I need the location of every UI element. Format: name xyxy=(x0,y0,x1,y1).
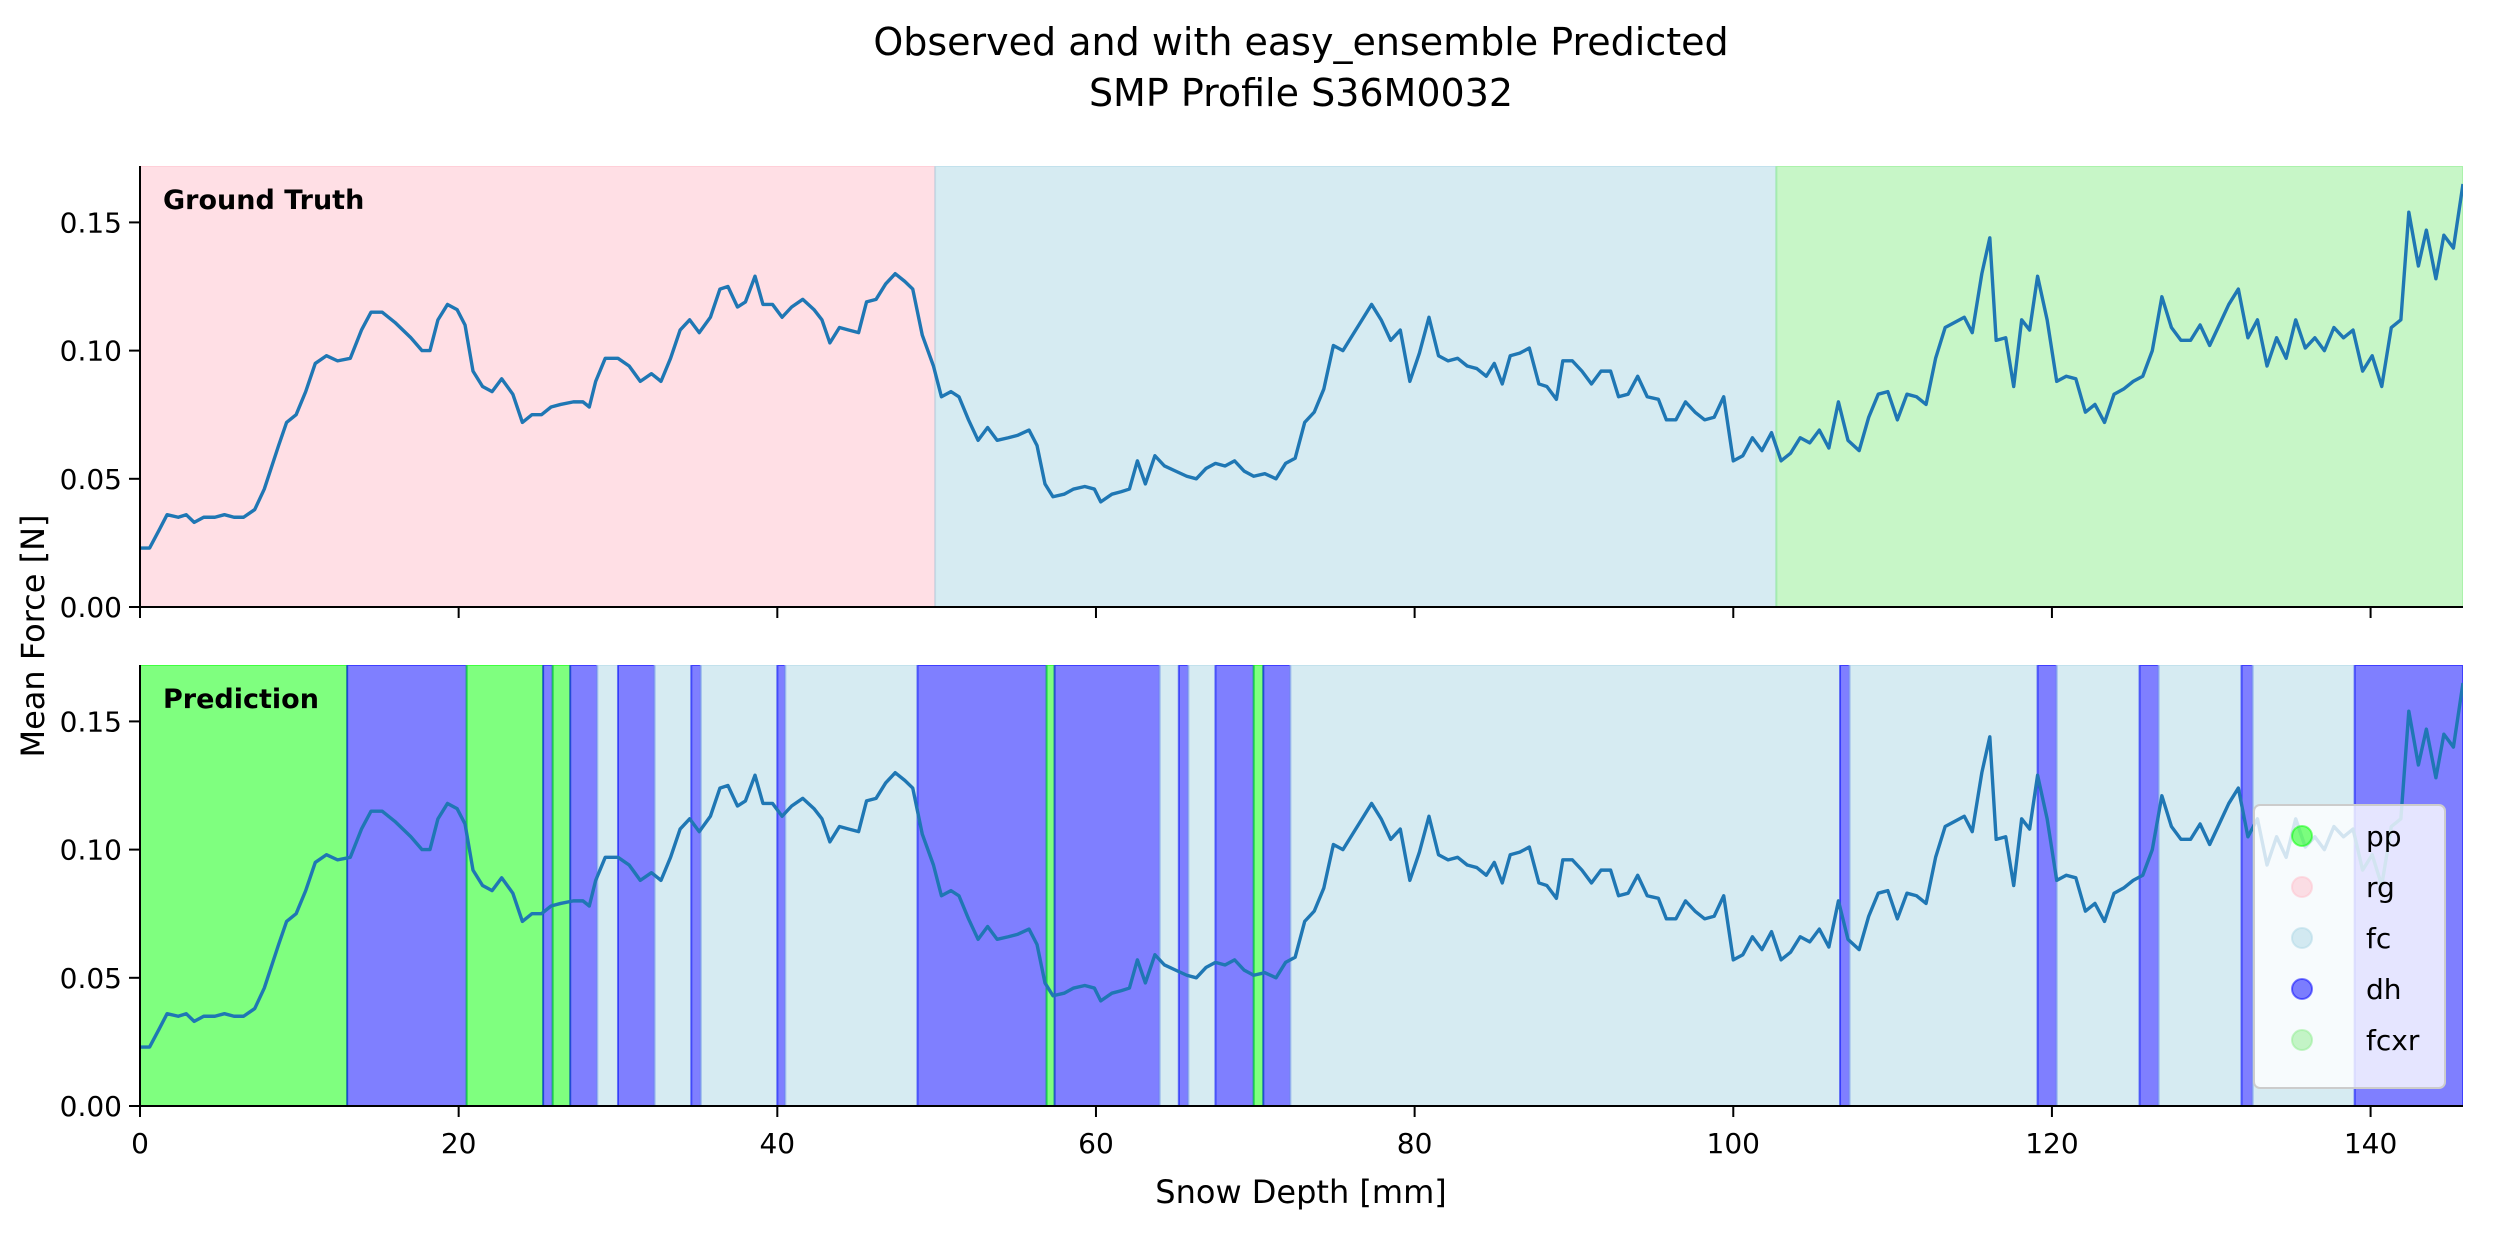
y-axis-label: Mean Force [N] xyxy=(14,514,52,757)
class-span xyxy=(542,665,554,1106)
class-span xyxy=(1289,665,1842,1106)
legend-frame xyxy=(2253,804,2446,1089)
legend-marker xyxy=(2291,825,2313,847)
x-tick-label: 100 xyxy=(1707,1127,1760,1160)
class-span xyxy=(551,665,572,1106)
class-span xyxy=(1214,665,1255,1106)
class-span xyxy=(1839,665,1851,1106)
x-tick-label: 120 xyxy=(2025,1127,2078,1160)
class-span xyxy=(2157,665,2243,1106)
panel-label: Ground Truth xyxy=(163,185,364,216)
class-span xyxy=(2138,665,2160,1106)
x-tick-label: 20 xyxy=(441,1127,477,1160)
y-tick-label: 0.10 xyxy=(60,335,122,368)
legend-marker xyxy=(2291,927,2313,949)
legend: pp rg fc dh fcxr xyxy=(2253,804,2446,1089)
legend-marker xyxy=(2291,1029,2313,1051)
y-tick-label: 0.05 xyxy=(60,962,122,995)
legend-marker xyxy=(2291,978,2313,1000)
x-axis-label: Snow Depth [mm] xyxy=(1155,1173,1446,1211)
class-span xyxy=(1187,665,1217,1106)
class-span xyxy=(1848,665,2039,1106)
data-line xyxy=(140,183,2463,550)
panel-label: Prediction xyxy=(163,684,319,715)
legend-label: fc xyxy=(2366,922,2391,955)
class-span xyxy=(1053,665,1161,1106)
panel: 0.00 0.05 0.10 0.15 0 20 40 60 80 100 120 140 Predic… xyxy=(60,665,2463,1160)
class-span xyxy=(346,665,468,1106)
x-tick-label: 140 xyxy=(2344,1127,2397,1160)
class-span xyxy=(934,166,1778,607)
class-span xyxy=(616,665,656,1106)
plot-area xyxy=(140,166,2463,607)
class-span xyxy=(2240,665,2254,1106)
title-line: Observed and with easy_ensemble Predicte… xyxy=(873,20,1728,64)
plot-area xyxy=(140,665,2463,1106)
y-tick-label: 0.00 xyxy=(60,591,122,624)
class-span xyxy=(916,665,1048,1106)
panel: 0.00 0.05 0.10 0.15 Ground Truth xyxy=(60,166,2463,624)
class-span xyxy=(1252,665,1265,1106)
legend-label: dh xyxy=(2366,973,2402,1006)
class-span xyxy=(596,665,619,1106)
y-tick-label: 0.00 xyxy=(60,1090,122,1123)
class-span xyxy=(1775,166,2463,607)
class-span xyxy=(465,665,545,1106)
class-span xyxy=(140,166,937,607)
legend-label: fcxr xyxy=(2366,1024,2420,1057)
class-span xyxy=(690,665,702,1106)
legend-label: rg xyxy=(2366,871,2395,904)
class-span xyxy=(2036,665,2058,1106)
x-tick-label: 60 xyxy=(1078,1127,1114,1160)
y-tick-label: 0.05 xyxy=(60,463,122,496)
legend-label: pp xyxy=(2366,820,2402,853)
y-tick-label: 0.15 xyxy=(60,206,122,239)
x-tick-label: 80 xyxy=(1397,1127,1433,1160)
class-span xyxy=(1045,665,1056,1106)
x-tick-label: 0 xyxy=(131,1127,149,1160)
y-tick-label: 0.10 xyxy=(60,834,122,867)
class-span xyxy=(653,665,693,1106)
class-span xyxy=(699,665,779,1106)
class-span xyxy=(784,665,919,1106)
title-line: SMP Profile S36M0032 xyxy=(1089,71,1513,115)
class-span xyxy=(776,665,787,1106)
x-tick-label: 40 xyxy=(759,1127,795,1160)
data-line xyxy=(140,682,2463,1049)
class-span xyxy=(140,665,349,1106)
class-span xyxy=(1158,665,1180,1106)
y-tick-label: 0.15 xyxy=(60,705,122,738)
class-span xyxy=(1262,665,1292,1106)
class-span xyxy=(1177,665,1190,1106)
legend-marker xyxy=(2291,876,2313,898)
